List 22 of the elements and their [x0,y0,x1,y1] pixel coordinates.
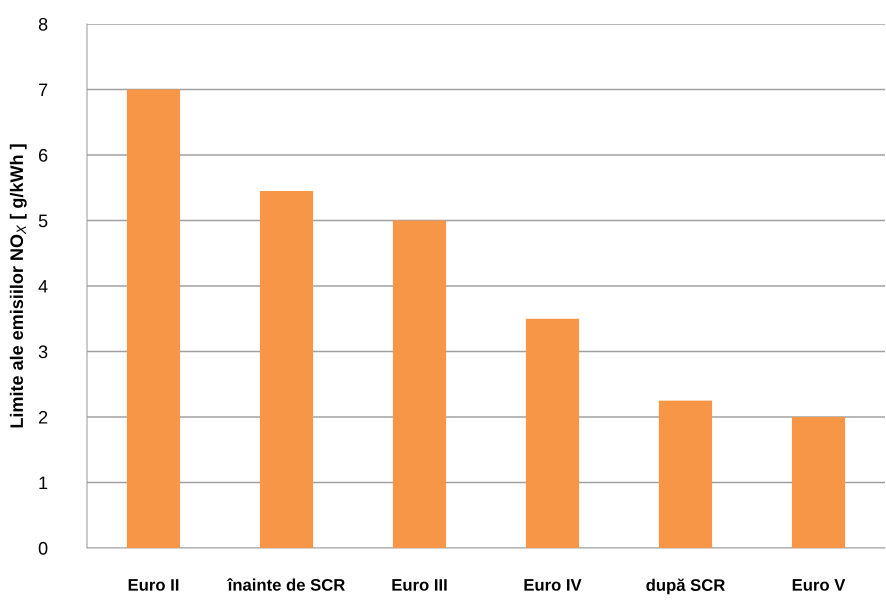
y-tick-label: 6 [38,148,48,162]
y-axis-title: Limite ale emisiilor NO$_{X}$ [ g/kWh ] [10,144,27,428]
bar [792,417,846,548]
bar [658,400,712,548]
bar [526,318,580,548]
y-tick-label: 8 [38,18,48,31]
x-tick-label: Euro II [128,579,178,591]
bar [392,220,446,548]
y-tick-label: 1 [39,476,48,490]
bar [260,191,314,548]
y-tick-label: 3 [38,345,48,358]
y-tick-label: 4 [38,280,48,293]
x-tick-label: înainte de SCR [227,578,345,591]
x-tick-label: Euro IV [524,579,582,591]
x-tick-label: Euro III [392,579,447,591]
bar [126,90,180,548]
x-tick-label: după SCR [646,578,725,594]
y-tick-label: 5 [38,214,48,228]
y-tick-label: 7 [38,84,48,96]
y-tick-label: 0 [38,542,48,555]
x-tick-label: Euro V [792,579,846,591]
y-tick-label: 2 [38,410,48,424]
